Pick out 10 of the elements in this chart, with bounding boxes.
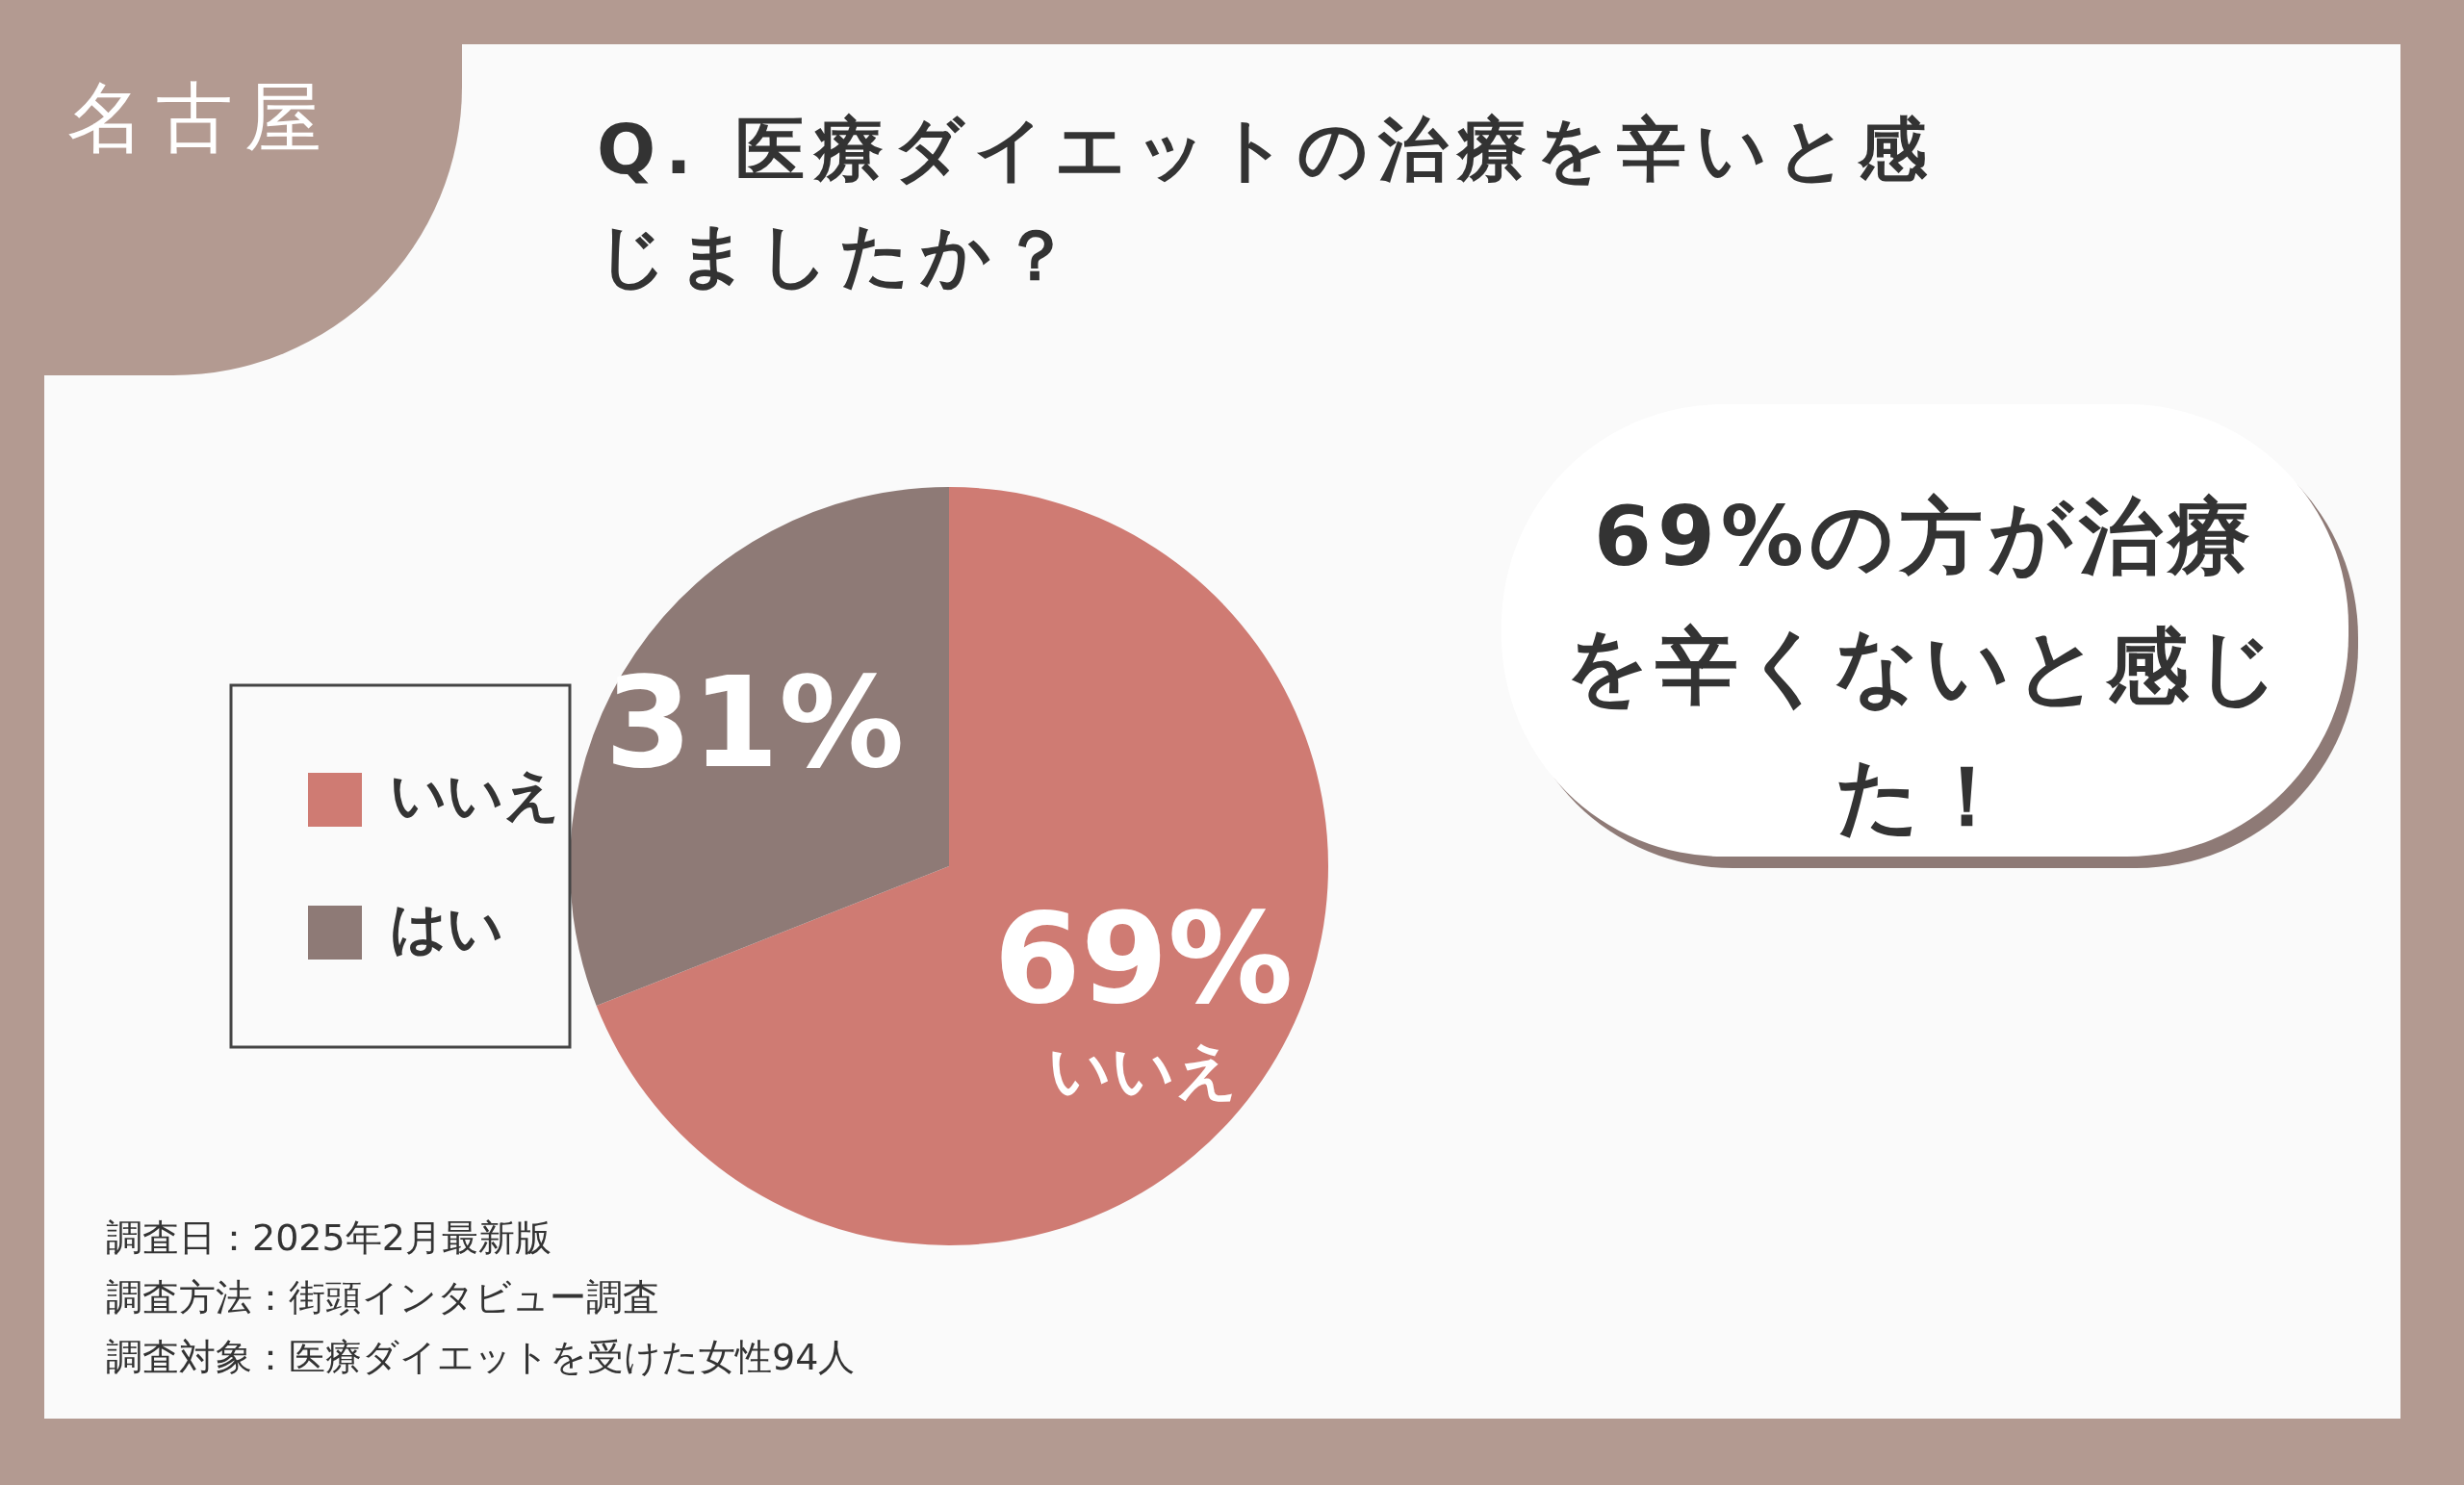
text: 69%の方が治療を辛くないと感じた！: [1564, 487, 2286, 846]
text: 調査対象：医療ダイエットを受けた女性94人: [106, 1335, 856, 1380]
text: 名古屋: [0, 0, 462, 375]
legend-label: いいえ: [390, 762, 560, 829]
text: 調査日：2025年2月最新版: [106, 1216, 552, 1261]
text: 調査方法：街頭インタビュー調査: [106, 1275, 660, 1320]
chart-title: Q. 医療ダイエットの治療を辛いと感じましたか？: [597, 108, 1938, 297]
legend-label: はい: [390, 895, 503, 961]
data-label: 69% いいえ: [993, 885, 1294, 1106]
data-label: 31%: [604, 650, 905, 797]
